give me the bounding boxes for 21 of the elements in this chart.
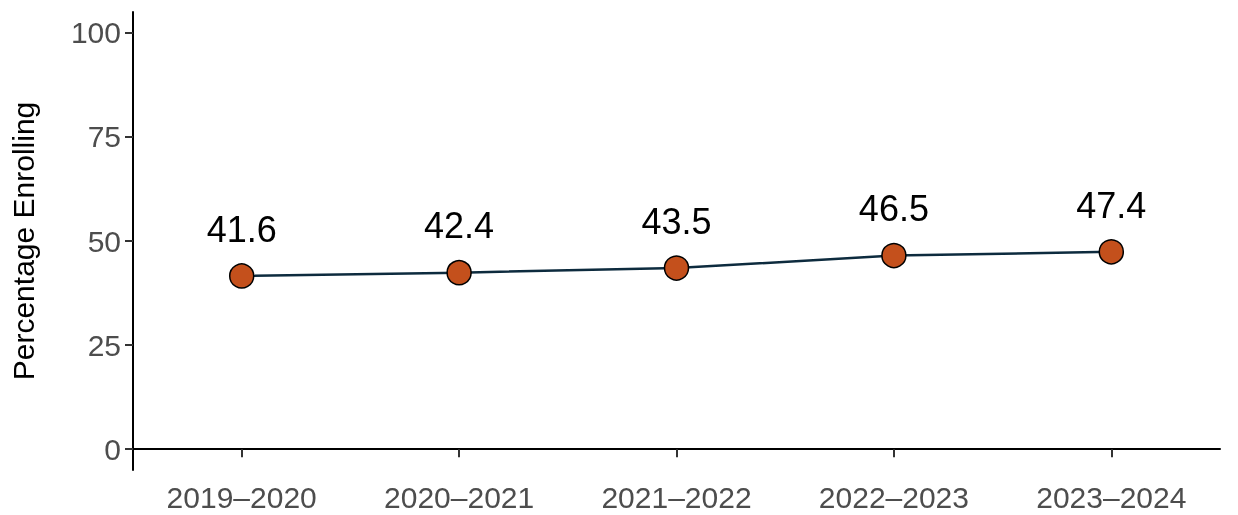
y-axis-title: Percentage Enrolling [6, 101, 40, 381]
point [1098, 239, 1125, 265]
data-label: 47.4 [1076, 184, 1147, 226]
y-tick-label: 25 [87, 328, 121, 362]
point [663, 255, 690, 281]
point [881, 242, 907, 269]
y-tick-label: 0 [104, 432, 121, 466]
data-label: 41.6 [206, 208, 277, 250]
data-label: 43.5 [641, 200, 712, 242]
x-tick-label: 2020–2021 [384, 480, 535, 514]
x-tick-label: 2019–2020 [166, 480, 317, 514]
data-label: 46.5 [858, 188, 929, 230]
x-tick-label: 2023–2024 [1036, 480, 1187, 514]
y-tick-label: 100 [70, 16, 121, 50]
x-tick-label: 2021–2022 [601, 480, 752, 514]
y-tick-label: 75 [87, 120, 121, 154]
point [446, 259, 472, 286]
y-tick-label: 50 [87, 224, 121, 258]
x-tick-label: 2022–2023 [818, 480, 969, 514]
point [228, 263, 255, 289]
data-label: 42.4 [424, 205, 495, 247]
